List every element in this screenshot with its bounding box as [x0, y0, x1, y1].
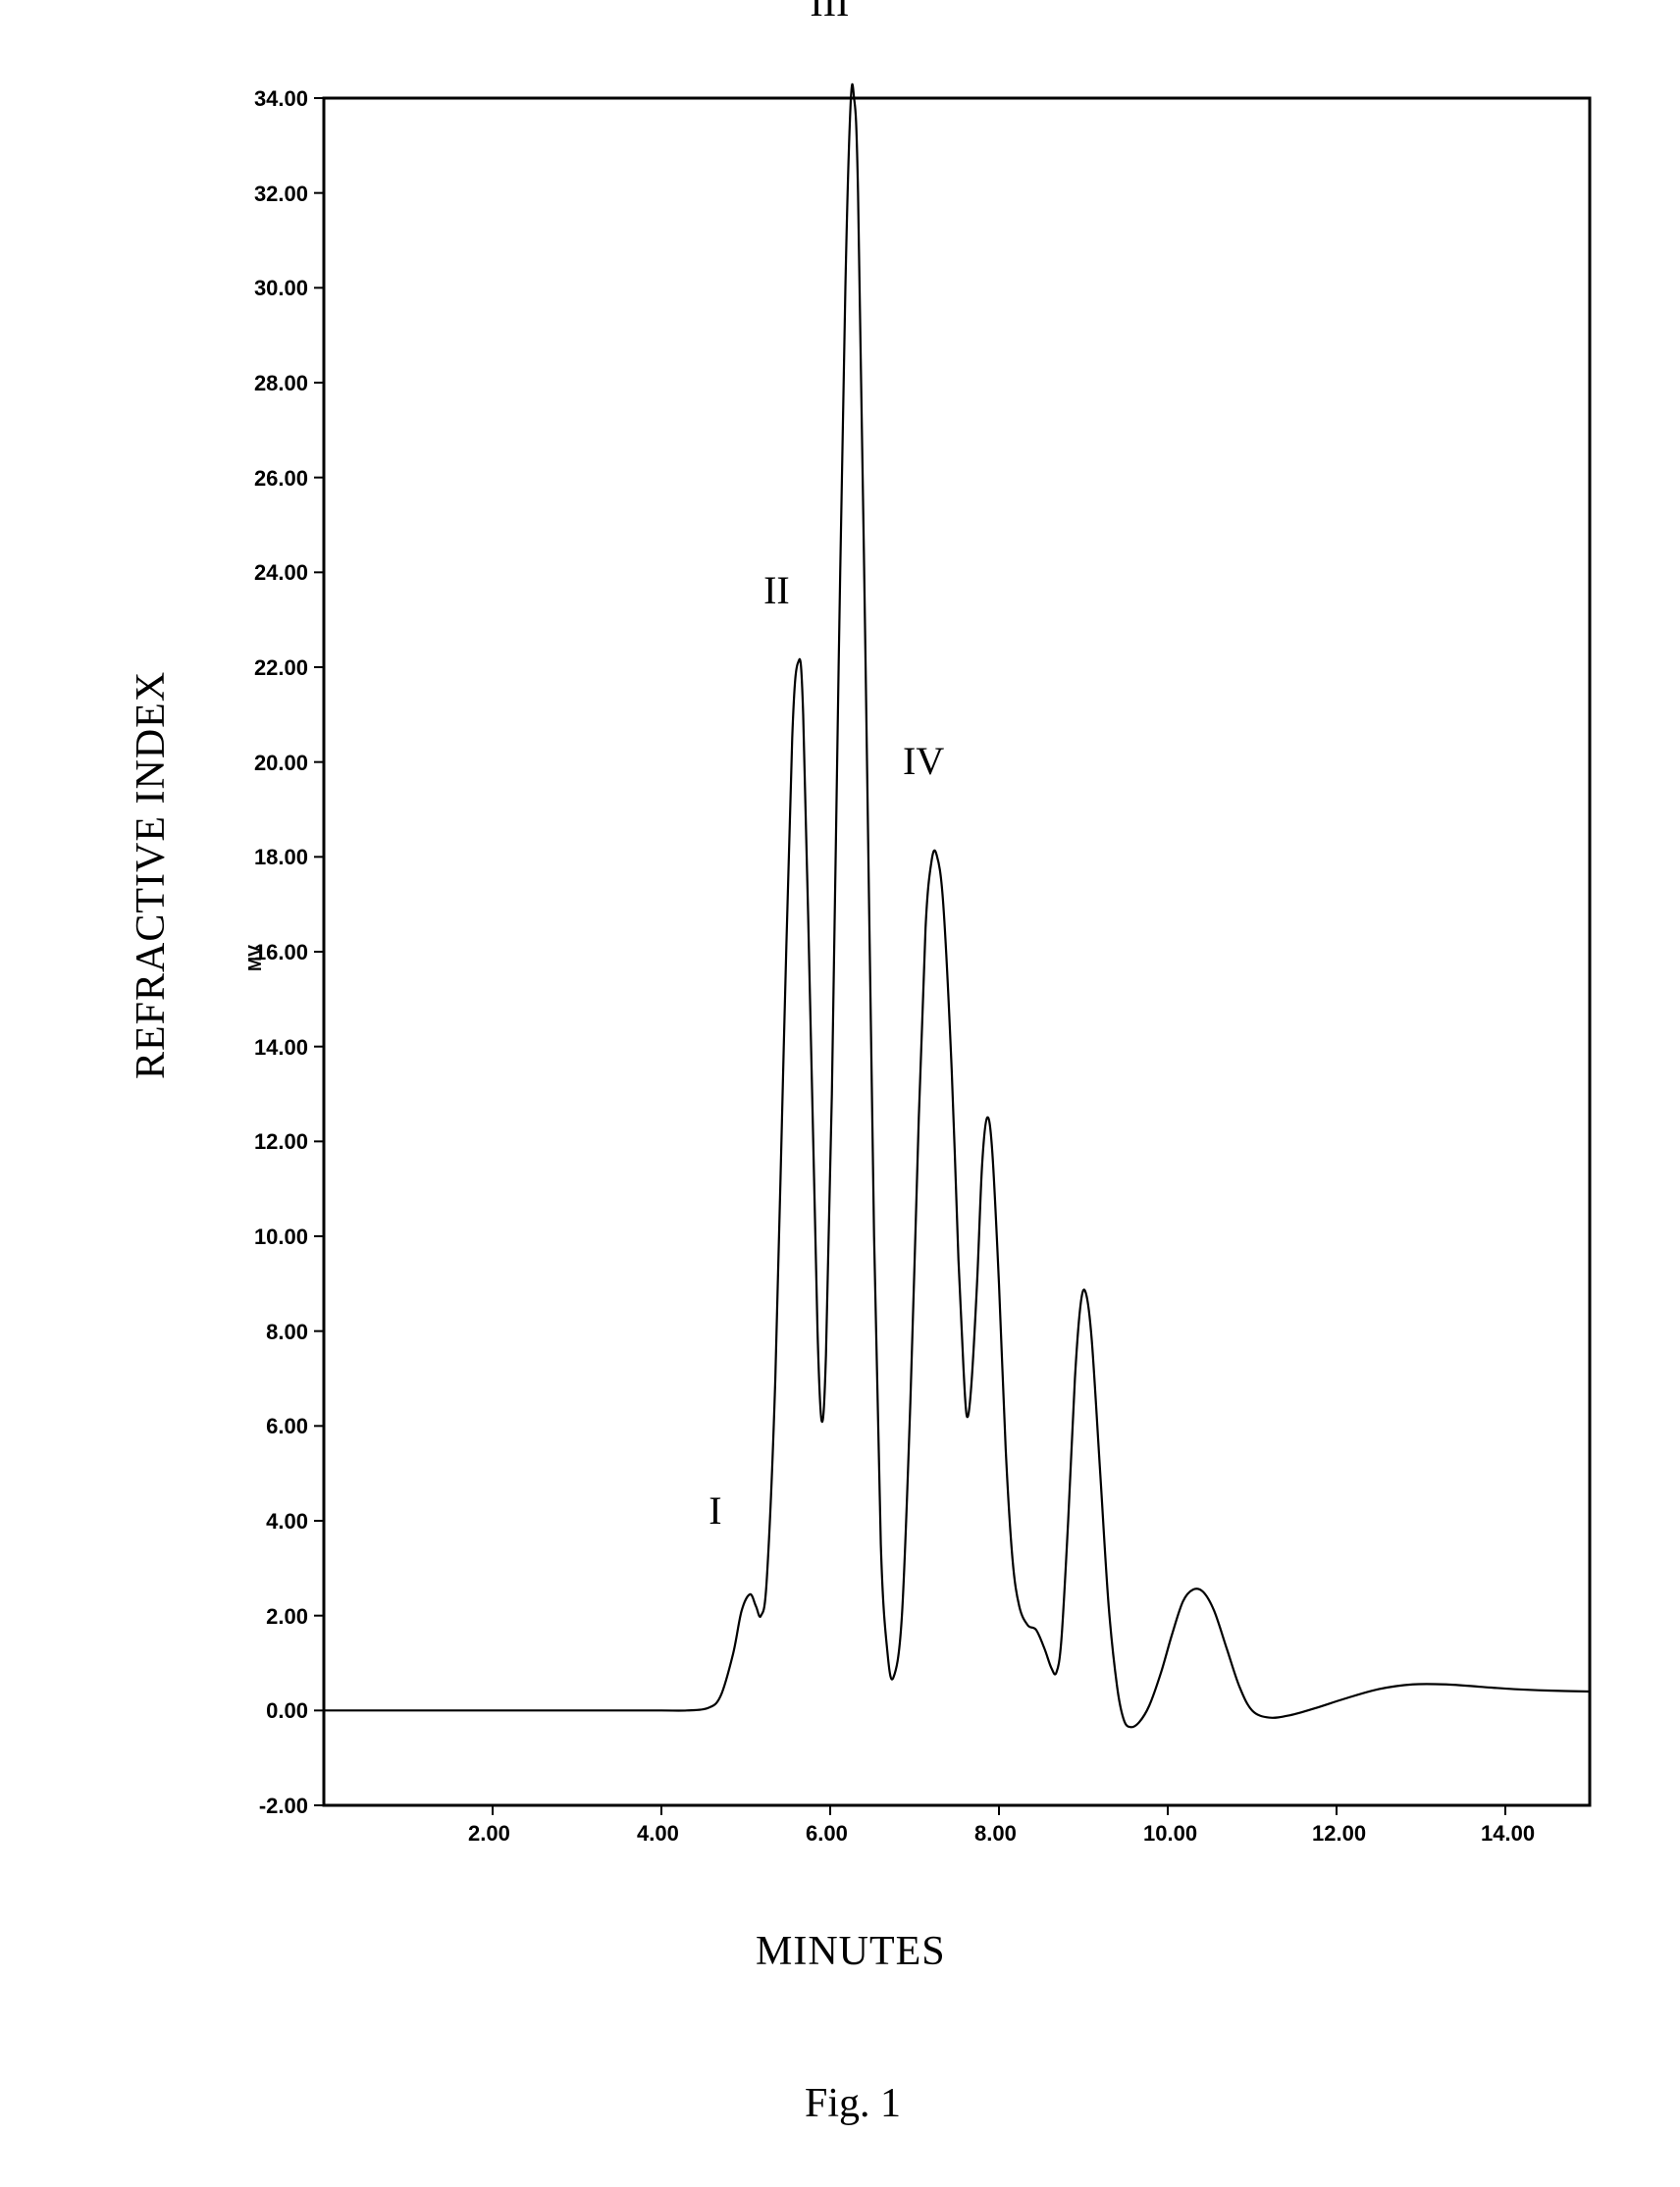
- y-tick-label: 2.00: [266, 1604, 308, 1630]
- y-tick-label: 26.00: [254, 466, 308, 492]
- y-tick-label: 24.00: [254, 560, 308, 586]
- x-tick-label: 8.00: [974, 1821, 1017, 1847]
- y-tick-label: 14.00: [254, 1035, 308, 1061]
- plot-frame: [324, 98, 1590, 1805]
- y-tick-label: 22.00: [254, 655, 308, 681]
- y-tick-label: 16.00: [254, 940, 308, 965]
- x-tick-label: 2.00: [468, 1821, 510, 1847]
- peak-label: I: [709, 1487, 721, 1534]
- peak-label: II: [763, 567, 790, 613]
- y-tick-label: 4.00: [266, 1509, 308, 1535]
- y-tick-label: 0.00: [266, 1698, 308, 1724]
- y-tick-label: 10.00: [254, 1224, 308, 1250]
- x-tick-label: 12.00: [1312, 1821, 1366, 1847]
- y-axis-title: REFRACTIVE INDEX: [128, 671, 175, 1079]
- y-tick-label: 32.00: [254, 182, 308, 207]
- y-tick-label: 34.00: [254, 86, 308, 112]
- x-tick-label: 14.00: [1481, 1821, 1535, 1847]
- chart-svg-container: [0, 0, 1680, 2187]
- y-tick-label: 12.00: [254, 1129, 308, 1155]
- x-tick-label: 10.00: [1143, 1821, 1197, 1847]
- chart-svg: [0, 0, 1680, 2187]
- x-tick-label: 6.00: [806, 1821, 848, 1847]
- peak-label: IV: [903, 738, 944, 784]
- y-tick-label: 8.00: [266, 1320, 308, 1345]
- y-tick-label: 20.00: [254, 751, 308, 776]
- x-tick-label: 4.00: [637, 1821, 679, 1847]
- y-tick-label: 28.00: [254, 371, 308, 396]
- y-tick-label: 30.00: [254, 276, 308, 301]
- y-tick-label: 6.00: [266, 1414, 308, 1439]
- y-tick-label: -2.00: [259, 1794, 308, 1819]
- peak-label: III: [810, 0, 849, 26]
- figure-caption: Fig. 1: [805, 2080, 901, 2127]
- page: REFRACTIVE INDEX MV MINUTES Fig. 1 -2.00…: [0, 0, 1680, 2187]
- x-axis-title: MINUTES: [756, 1928, 946, 1975]
- y-tick-label: 18.00: [254, 845, 308, 870]
